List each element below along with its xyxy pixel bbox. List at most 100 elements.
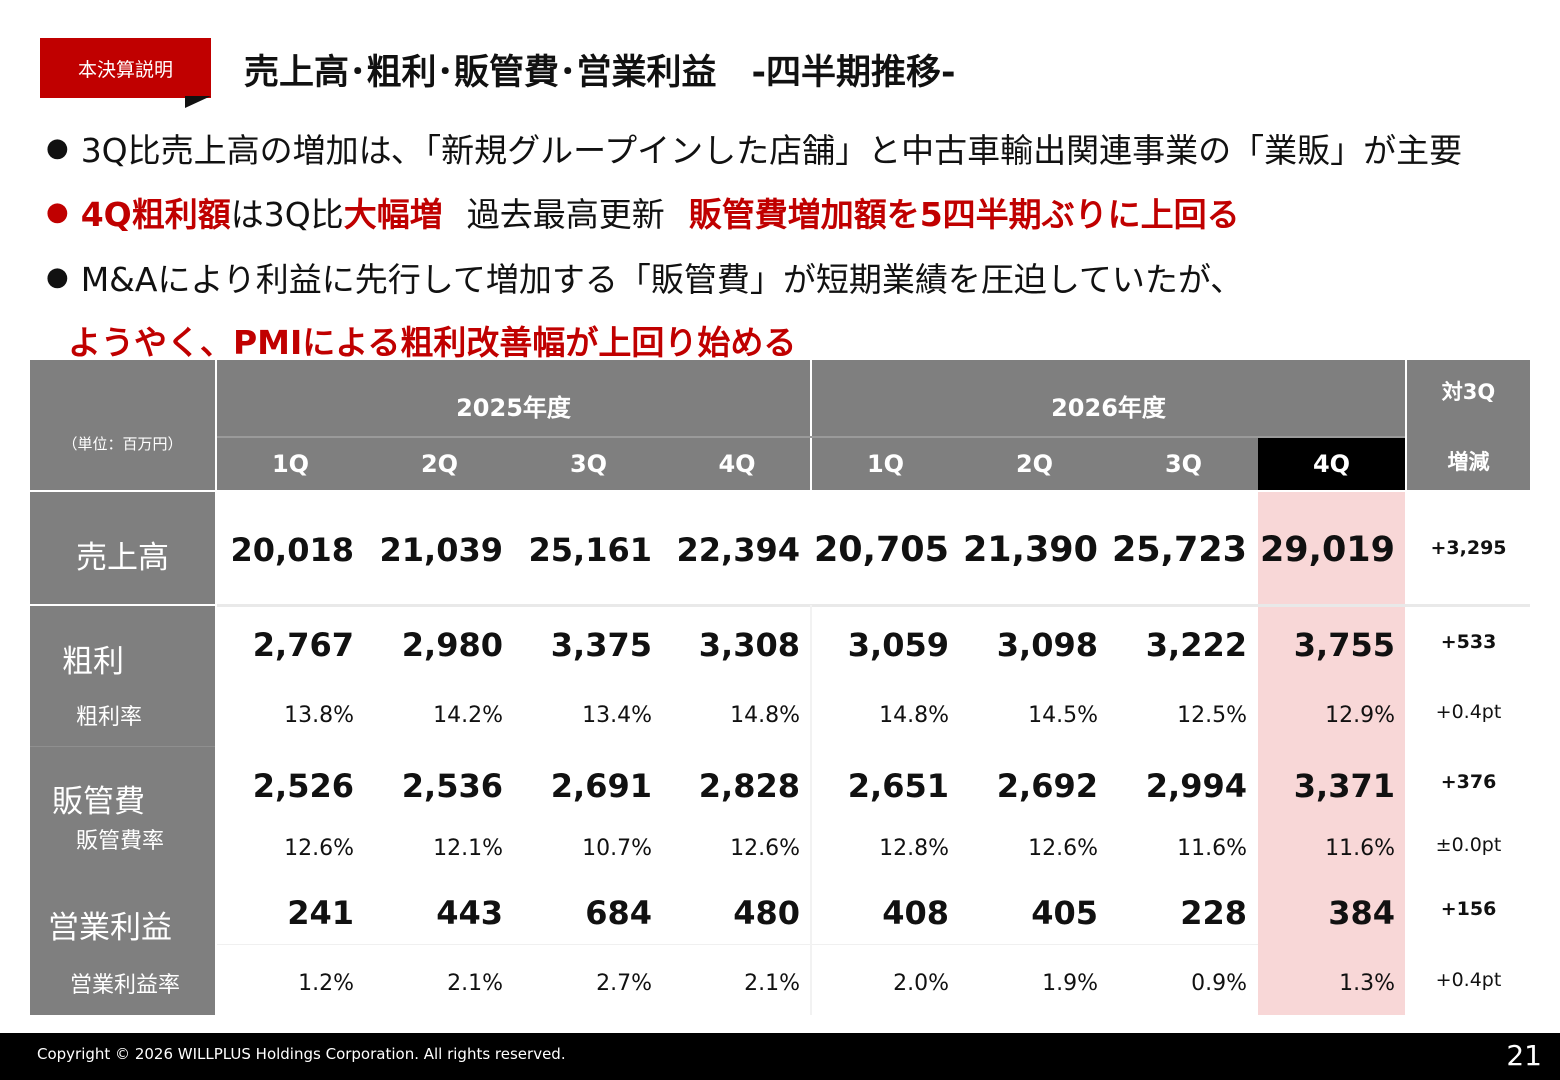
sga-ratio-cell: 12.6% — [730, 835, 800, 861]
operating-margin-cell: 2.1% — [744, 970, 800, 996]
bullet-1-text: 3Q比売上高の増加は､「新規グループインした店舗」と中古車輸出関連事業の「業販」… — [80, 131, 1463, 170]
operating-profit-cell: 405 — [1031, 894, 1098, 932]
sga-cell: 2,536 — [401, 767, 503, 805]
gross-margin-cell: 13.4% — [582, 702, 652, 728]
sga-cell-current: 3,371 — [1293, 767, 1395, 805]
delta-header: 対3Q 増減 — [1407, 376, 1530, 476]
bullet-dot: ● — [46, 197, 69, 227]
gross-profit-cell: 2,767 — [252, 626, 354, 664]
page-number: 21 — [1506, 1039, 1542, 1072]
sales-delta: +3,295 — [1430, 537, 1507, 559]
bullet-3: ● M&Aにより利益に先行して増加する「販管費」が短期業績を圧迫していたが、 — [46, 253, 1243, 301]
gross-margin-cell: 13.8% — [284, 702, 354, 728]
slide-title: 売上高･粗利･販管費･営業利益 -四半期推移- — [244, 53, 956, 93]
row-label-sales: 売上高 — [76, 539, 169, 576]
operating-profit-cell: 408 — [882, 894, 949, 932]
gross-profit-delta: +533 — [1440, 631, 1497, 653]
sga-ratio-cell: 12.8% — [879, 835, 949, 861]
gross-margin-cell: 14.8% — [730, 702, 800, 728]
operating-profit-cell: 684 — [585, 894, 652, 932]
operating-margin-cell: 2.0% — [893, 970, 949, 996]
operating-profit-cell: 480 — [733, 894, 800, 932]
copyright: Copyright © 2026 WILLPLUS Holdings Corpo… — [37, 1045, 566, 1063]
gross-margin-cell: 14.2% — [433, 702, 503, 728]
sales-cell: 25,723 — [1111, 530, 1247, 570]
q-header: 3Q — [1164, 450, 1203, 478]
sga-ratio-cell-current: 11.6% — [1325, 835, 1395, 861]
sales-cell: 20,705 — [813, 530, 949, 570]
sga-ratio-cell: 11.6% — [1177, 835, 1247, 861]
sales-cell: 22,394 — [676, 531, 800, 569]
q-header: 1Q — [866, 450, 905, 478]
sga-delta: +376 — [1440, 771, 1497, 793]
sales-cell: 20,018 — [230, 531, 354, 569]
sga-cell: 2,651 — [847, 767, 949, 805]
sga-ratio-cell: 12.1% — [433, 835, 503, 861]
section-tag: 本決算説明 — [40, 38, 211, 98]
gross-margin-cell: 12.5% — [1177, 702, 1247, 728]
row-label-gross-margin: 粗利率 — [76, 705, 143, 730]
bullet-dot: ● — [46, 133, 69, 163]
operating-margin-cell: 1.2% — [298, 970, 354, 996]
bullet-2: ● 4Q粗利額 は3Q比 大幅増 過去最高更新 販管費増加額を5四半期ぶりに上回… — [46, 188, 1240, 236]
bullet-1: ● 3Q比売上高の増加は､「新規グループインした店舗」と中古車輸出関連事業の「業… — [46, 124, 1462, 172]
bullet-2-gross-profit: 4Q粗利額 — [80, 195, 231, 234]
operating-profit-cell: 228 — [1180, 894, 1247, 932]
row-label-operating-profit: 営業利益 — [48, 909, 172, 946]
operating-margin-cell-current: 1.3% — [1339, 970, 1395, 996]
row-label-gross-profit: 粗利 — [62, 643, 124, 680]
delta-header-line2: 増減 — [1447, 450, 1490, 474]
operating-profit-cell: 443 — [436, 894, 503, 932]
operating-margin-cell: 2.1% — [447, 970, 503, 996]
gross-margin-cell: 14.8% — [879, 702, 949, 728]
unit-label: （単位：百万円） — [62, 434, 183, 453]
sga-cell: 2,994 — [1145, 767, 1247, 805]
sga-cell: 2,691 — [550, 767, 652, 805]
sga-ratio-delta: ±0.0pt — [1435, 834, 1502, 856]
sales-cell: 25,161 — [528, 531, 652, 569]
gross-profit-cell: 3,222 — [1145, 626, 1247, 664]
sga-ratio-cell: 12.6% — [1028, 835, 1098, 861]
q-header-current: 4Q — [1258, 438, 1405, 490]
operating-margin-delta: +0.4pt — [1435, 969, 1502, 991]
sga-cell: 2,526 — [252, 767, 354, 805]
row-label-operating-margin: 営業利益率 — [70, 973, 181, 998]
sga-ratio-cell: 10.7% — [582, 835, 652, 861]
bullet-2-exceeds: 販管費増加額を5四半期ぶりに上回る — [688, 195, 1240, 234]
operating-margin-cell: 0.9% — [1191, 970, 1247, 996]
bullet-dot: ● — [46, 262, 69, 292]
q-header: 3Q — [569, 450, 608, 478]
gross-margin-cell-current: 12.9% — [1325, 702, 1395, 728]
sga-cell: 2,828 — [698, 767, 800, 805]
row-label-sga: 販管費 — [52, 783, 145, 820]
gross-profit-cell: 3,308 — [698, 626, 800, 664]
sga-ratio-cell: 12.6% — [284, 835, 354, 861]
row-label-sga-ratio: 販管費率 — [76, 829, 165, 854]
gross-profit-cell: 3,059 — [847, 626, 949, 664]
bullet-2-text: は3Q比 — [230, 195, 344, 234]
sales-cell: 21,039 — [379, 531, 503, 569]
gross-profit-cell: 3,375 — [550, 626, 652, 664]
operating-margin-cell: 1.9% — [1042, 970, 1098, 996]
operating-margin-cell: 2.7% — [596, 970, 652, 996]
gross-profit-cell: 2,980 — [401, 626, 503, 664]
year-2026-header: 2026年度 — [1051, 393, 1166, 422]
operating-profit-cell: 241 — [287, 894, 354, 932]
gross-profit-cell: 3,098 — [996, 626, 1098, 664]
bullet-3-continuation: ようやく、PMIによる粗利改善幅が上回り始める — [68, 323, 797, 362]
gross-profit-cell-current: 3,755 — [1293, 626, 1395, 664]
q-header: 2Q — [420, 450, 459, 478]
q-header: 4Q — [718, 450, 756, 478]
footer: Copyright © 2026 WILLPLUS Holdings Corpo… — [0, 1033, 1560, 1080]
tag-tail-decoration — [185, 96, 211, 108]
delta-header-line1: 対3Q — [1441, 380, 1496, 404]
q-header: 1Q — [271, 450, 310, 478]
year-2025-header: 2025年度 — [456, 393, 571, 422]
gross-margin-cell: 14.5% — [1028, 702, 1098, 728]
operating-profit-cell-current: 384 — [1328, 894, 1395, 932]
gross-margin-delta: +0.4pt — [1435, 701, 1502, 723]
sales-cell-current: 29,019 — [1259, 530, 1395, 570]
sga-cell: 2,692 — [996, 767, 1098, 805]
quarterly-table: （単位：百万円） 2025年度 2026年度 対3Q 増減 1Q 2Q 3Q 4… — [30, 360, 1530, 1015]
operating-profit-delta: +156 — [1440, 898, 1497, 920]
